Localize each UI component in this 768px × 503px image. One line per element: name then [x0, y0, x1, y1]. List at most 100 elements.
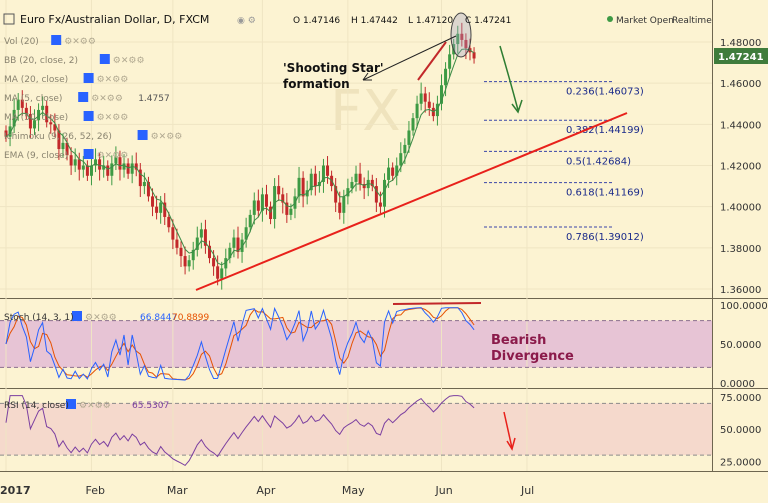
ohlc-close: C 1.47241 — [465, 16, 511, 26]
candle-body — [248, 214, 252, 228]
indicator-label[interactable]: BB (20, close, 2) — [4, 56, 78, 66]
indicator-visibility-icon[interactable] — [83, 149, 94, 159]
candle-body — [264, 194, 268, 207]
indicator-settings-icon[interactable]: ⚙✕⚙⚙ — [113, 56, 145, 66]
candle-body — [138, 169, 142, 187]
rsi-value: 65.5307 — [132, 401, 169, 411]
indicator-visibility-icon[interactable] — [137, 130, 148, 140]
candle-body — [61, 142, 65, 150]
formation-label: formation — [283, 77, 350, 91]
candle-body — [232, 237, 236, 248]
indicator-visibility-icon[interactable] — [78, 92, 89, 102]
candle-body — [415, 103, 419, 119]
market-status: Market Open — [616, 16, 674, 26]
candle-body — [106, 165, 110, 176]
candle-body — [346, 188, 350, 197]
candle-body — [240, 239, 244, 252]
symbol-toggle-icon[interactable] — [3, 13, 15, 25]
candle-body — [73, 159, 77, 166]
candle-body — [403, 144, 407, 154]
chart-title: Euro Fx/Australian Dollar, D, FXCM — [20, 13, 209, 26]
stoch-divergence-line — [392, 302, 482, 305]
candle-body — [383, 179, 387, 207]
pane-settings-icon[interactable]: ⚙✕⚙⚙ — [85, 313, 117, 323]
indicator-settings-icon[interactable]: ⚙✕⚙⚙ — [97, 151, 129, 161]
indicator-settings-icon[interactable]: ⚙✕⚙⚙ — [97, 75, 129, 85]
candle-body — [114, 157, 118, 164]
indicator-value: 1.4757 — [138, 94, 170, 104]
down-arrow-price — [499, 45, 519, 111]
shooting-star-pointer — [362, 35, 457, 81]
indicator-label[interactable]: MA (5, close) — [4, 94, 62, 104]
time-tick: Feb — [85, 484, 104, 497]
indicator-label[interactable]: MA (20, close) — [4, 75, 68, 85]
price-tick: 1.48000 — [720, 38, 761, 49]
pane-visibility-icon[interactable] — [66, 399, 76, 409]
down-arrow-rsi — [503, 411, 513, 449]
candle-body — [460, 33, 464, 40]
price-tick: 1.40000 — [720, 203, 761, 214]
candle-body — [65, 142, 69, 156]
candle-body — [24, 107, 28, 115]
indicator-settings-icon[interactable]: ⚙✕⚙⚙ — [151, 132, 183, 142]
candle-body — [151, 196, 155, 207]
candle-body — [334, 186, 338, 203]
candle-body — [220, 268, 224, 279]
indicator-settings-icon[interactable]: ⚙✕⚙⚙ — [91, 94, 123, 104]
stoch-tick: 50.0000 — [720, 340, 761, 351]
candle-body — [20, 99, 24, 108]
candle-body — [423, 93, 427, 102]
indicator-label[interactable]: EMA (9, close) — [4, 151, 68, 161]
realtime-label: Realtime — [672, 16, 712, 26]
candle-body — [313, 173, 317, 187]
stoch-band — [0, 320, 712, 368]
candle-body — [224, 258, 228, 269]
candle-body — [142, 181, 146, 187]
candle-body — [326, 165, 330, 176]
candle-body — [297, 177, 301, 197]
header-settings-icon[interactable]: ◉ ⚙ — [237, 16, 256, 26]
indicator-label[interactable]: Vol (20) — [4, 37, 39, 47]
candle-body — [212, 258, 216, 267]
candle-body — [228, 247, 232, 259]
indicator-visibility-icon[interactable] — [51, 35, 62, 45]
pane-visibility-icon[interactable] — [72, 311, 82, 321]
candle-body — [444, 68, 448, 86]
rsi-tick: 50.0000 — [720, 425, 761, 436]
price-axis[interactable] — [712, 0, 768, 503]
candle-body — [118, 157, 122, 170]
candle-body — [378, 202, 382, 207]
indicator-legend: Vol (20) ⚙✕⚙⚙ BB (20, close, 2) ⚙✕⚙⚙ MA (20,… — [4, 35, 182, 411]
candle-body — [191, 249, 195, 261]
indicator-label[interactable]: MA (50, close) — [4, 113, 68, 123]
indicator-label[interactable]: Ichimoku (9, 26, 52, 26) — [4, 132, 112, 142]
indicator-visibility-icon[interactable] — [99, 54, 110, 64]
candle-body — [28, 114, 32, 129]
last-price-tag — [714, 48, 768, 64]
indicator-settings-icon[interactable]: ⚙✕⚙⚙ — [97, 113, 129, 123]
ohlc-high: H 1.47442 — [351, 16, 398, 26]
indicator-settings-icon[interactable]: ⚙✕⚙⚙ — [64, 37, 96, 47]
candle-body — [289, 208, 293, 215]
bearish-label: Bearish — [491, 333, 546, 348]
price-tick: 1.42000 — [720, 162, 761, 173]
stoch-k-value: 66.8447 — [140, 313, 177, 323]
candle-body — [41, 105, 45, 110]
price-tick: 1.36000 — [720, 285, 761, 296]
candles — [4, 22, 476, 290]
candle-body — [130, 163, 134, 174]
fib-label: 0.786(1.39012) — [566, 232, 644, 243]
candle-body — [374, 186, 378, 203]
candle-body — [354, 173, 358, 182]
candle-body — [419, 93, 423, 104]
main-pane[interactable] — [0, 0, 712, 298]
candle-body — [8, 126, 12, 137]
stoch-lines — [0, 306, 712, 381]
indicator-visibility-icon[interactable] — [83, 111, 94, 121]
candle-body — [464, 39, 468, 49]
indicator-visibility-icon[interactable] — [83, 73, 94, 83]
pane-settings-icon[interactable]: ⚙✕⚙⚙ — [79, 401, 111, 411]
candle-body — [399, 153, 403, 166]
candle-body — [49, 122, 53, 125]
